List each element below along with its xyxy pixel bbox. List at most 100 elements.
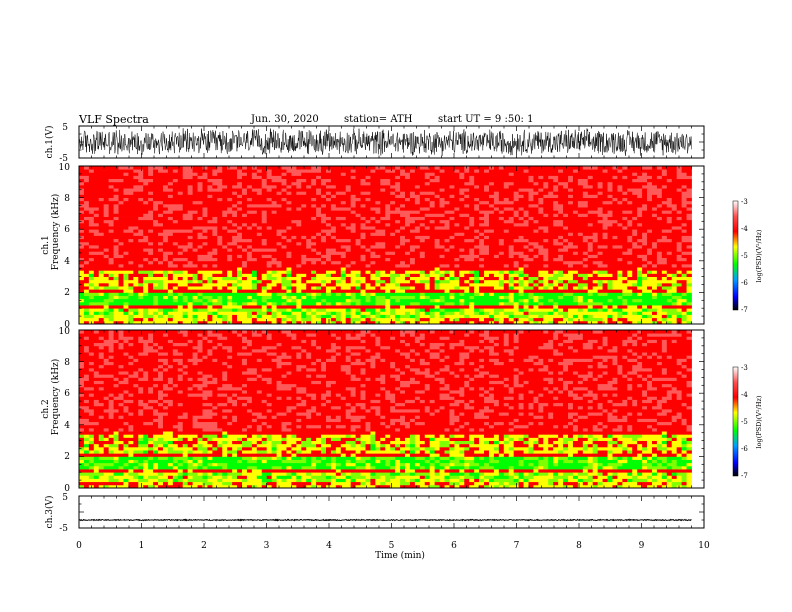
spectrogram-cell [177,175,184,180]
spectrogram-cell [553,238,559,243]
spectrogram-cell [202,267,208,271]
spectrogram-cell [133,197,139,202]
spectrogram-cell [281,169,287,173]
spectrogram-cell [375,314,381,319]
spectrogram-cell [271,188,277,192]
spectrogram-cell [370,222,376,227]
spectrogram-cell [548,305,554,309]
spectrogram-cell [414,317,421,322]
spectrogram-cell [271,257,277,262]
spectrogram-cell [138,273,144,277]
spectrogram-cell [301,257,307,262]
spectrogram-cell [153,317,159,322]
spectrogram-cell [528,194,534,198]
spectrogram-cell [449,308,455,312]
spectrogram-cell [335,245,342,249]
spectrogram-cell [488,267,495,271]
spectrogram-cell [558,317,564,322]
spectrogram-cell [533,200,539,205]
spectrogram-cell [533,314,539,319]
spectrogram-cell [533,222,539,227]
spectrogram-cell [113,314,119,319]
spectrogram-cell [568,301,574,306]
spectrogram-cell [340,181,347,186]
spectrogram-cell [261,203,268,208]
spectrogram-cell [286,169,292,173]
spectrogram-cell [261,270,268,274]
spectrogram-cell [390,301,396,306]
spectrogram-cell [424,207,431,211]
spectrogram-cell [246,301,253,306]
spectrogram-cell [143,210,149,214]
spectrogram-cell [409,245,416,249]
spectrogram-cell [316,166,322,170]
spectrogram-cell [261,260,268,265]
spectrogram-cell [266,267,273,271]
spectrogram-cell [237,257,243,262]
spectrogram-cell [454,320,460,325]
spectrogram-cell [424,213,431,217]
spectrogram-cell [355,273,361,277]
spectrogram-cell [118,210,124,214]
spectrogram-cell [414,166,421,170]
spectrogram-cell [286,286,292,290]
spectrogram-cell [429,219,436,224]
spectrogram-cell [242,276,248,281]
spectrogram-cell [533,289,539,293]
spectrogram-cell [325,181,332,186]
spectrogram-cell [113,188,119,192]
spectrogram-cell [281,197,287,202]
spectrogram-cell [98,251,105,255]
spectrogram-cell [390,295,396,300]
spectrogram-cell [88,191,95,195]
spectrogram-cell [192,203,198,208]
spectrogram-cell [316,314,322,319]
spectrogram-cell [429,191,436,195]
spectrogram-cell [123,289,129,293]
spectrogram-cell [177,184,184,189]
spectrogram-cell [266,286,273,290]
spectrogram-cell [325,235,332,240]
spectrogram-cell [133,251,139,255]
spectrogram-cell [360,207,366,211]
spectrogram-cell [158,254,164,259]
spectrogram-cell [148,210,154,214]
spectrogram-cell [123,245,129,249]
spectrogram-cell [222,270,228,274]
spectrogram-cell [553,172,559,176]
spectrogram-cell [365,298,371,303]
spectrogram-cell [143,194,149,198]
spectrogram-cell [128,210,134,214]
spectrogram-cell [276,172,282,176]
spectrogram-cell [444,270,450,274]
spectrogram-cell [523,184,529,189]
spectrogram-cell [395,286,401,290]
spectrogram-cell [419,289,426,293]
spectrogram-cell [158,286,164,290]
spectrogram-cell [311,169,317,173]
spectrogram-cell [202,286,208,290]
spectrogram-cell [98,213,105,217]
spectrogram-cell [409,175,416,180]
spectrogram-cell [335,238,342,243]
spectrogram-cell [429,305,436,309]
spectrogram-cell [197,289,203,293]
spectrogram-cell [153,286,159,290]
spectrogram-cell [266,251,273,255]
spectrogram-cell [464,194,470,198]
spectrogram-cell [138,282,144,287]
spectrogram-cell [508,320,515,325]
spectrogram-cell [405,260,411,265]
spectrogram-cell [518,222,524,227]
spectrogram-cell [212,222,218,227]
spectrogram-cell [192,314,198,319]
spectrogram-cell [479,194,485,198]
spectrogram-cell [543,178,549,183]
spectrogram-cell [256,267,263,271]
spectrogram-cell [118,279,124,284]
spectrogram-cell [212,270,218,274]
spectrogram-cell [488,210,495,214]
spectrogram-cell [232,317,238,322]
spectrogram-cell [454,207,460,211]
spectrogram-cell [419,222,426,227]
